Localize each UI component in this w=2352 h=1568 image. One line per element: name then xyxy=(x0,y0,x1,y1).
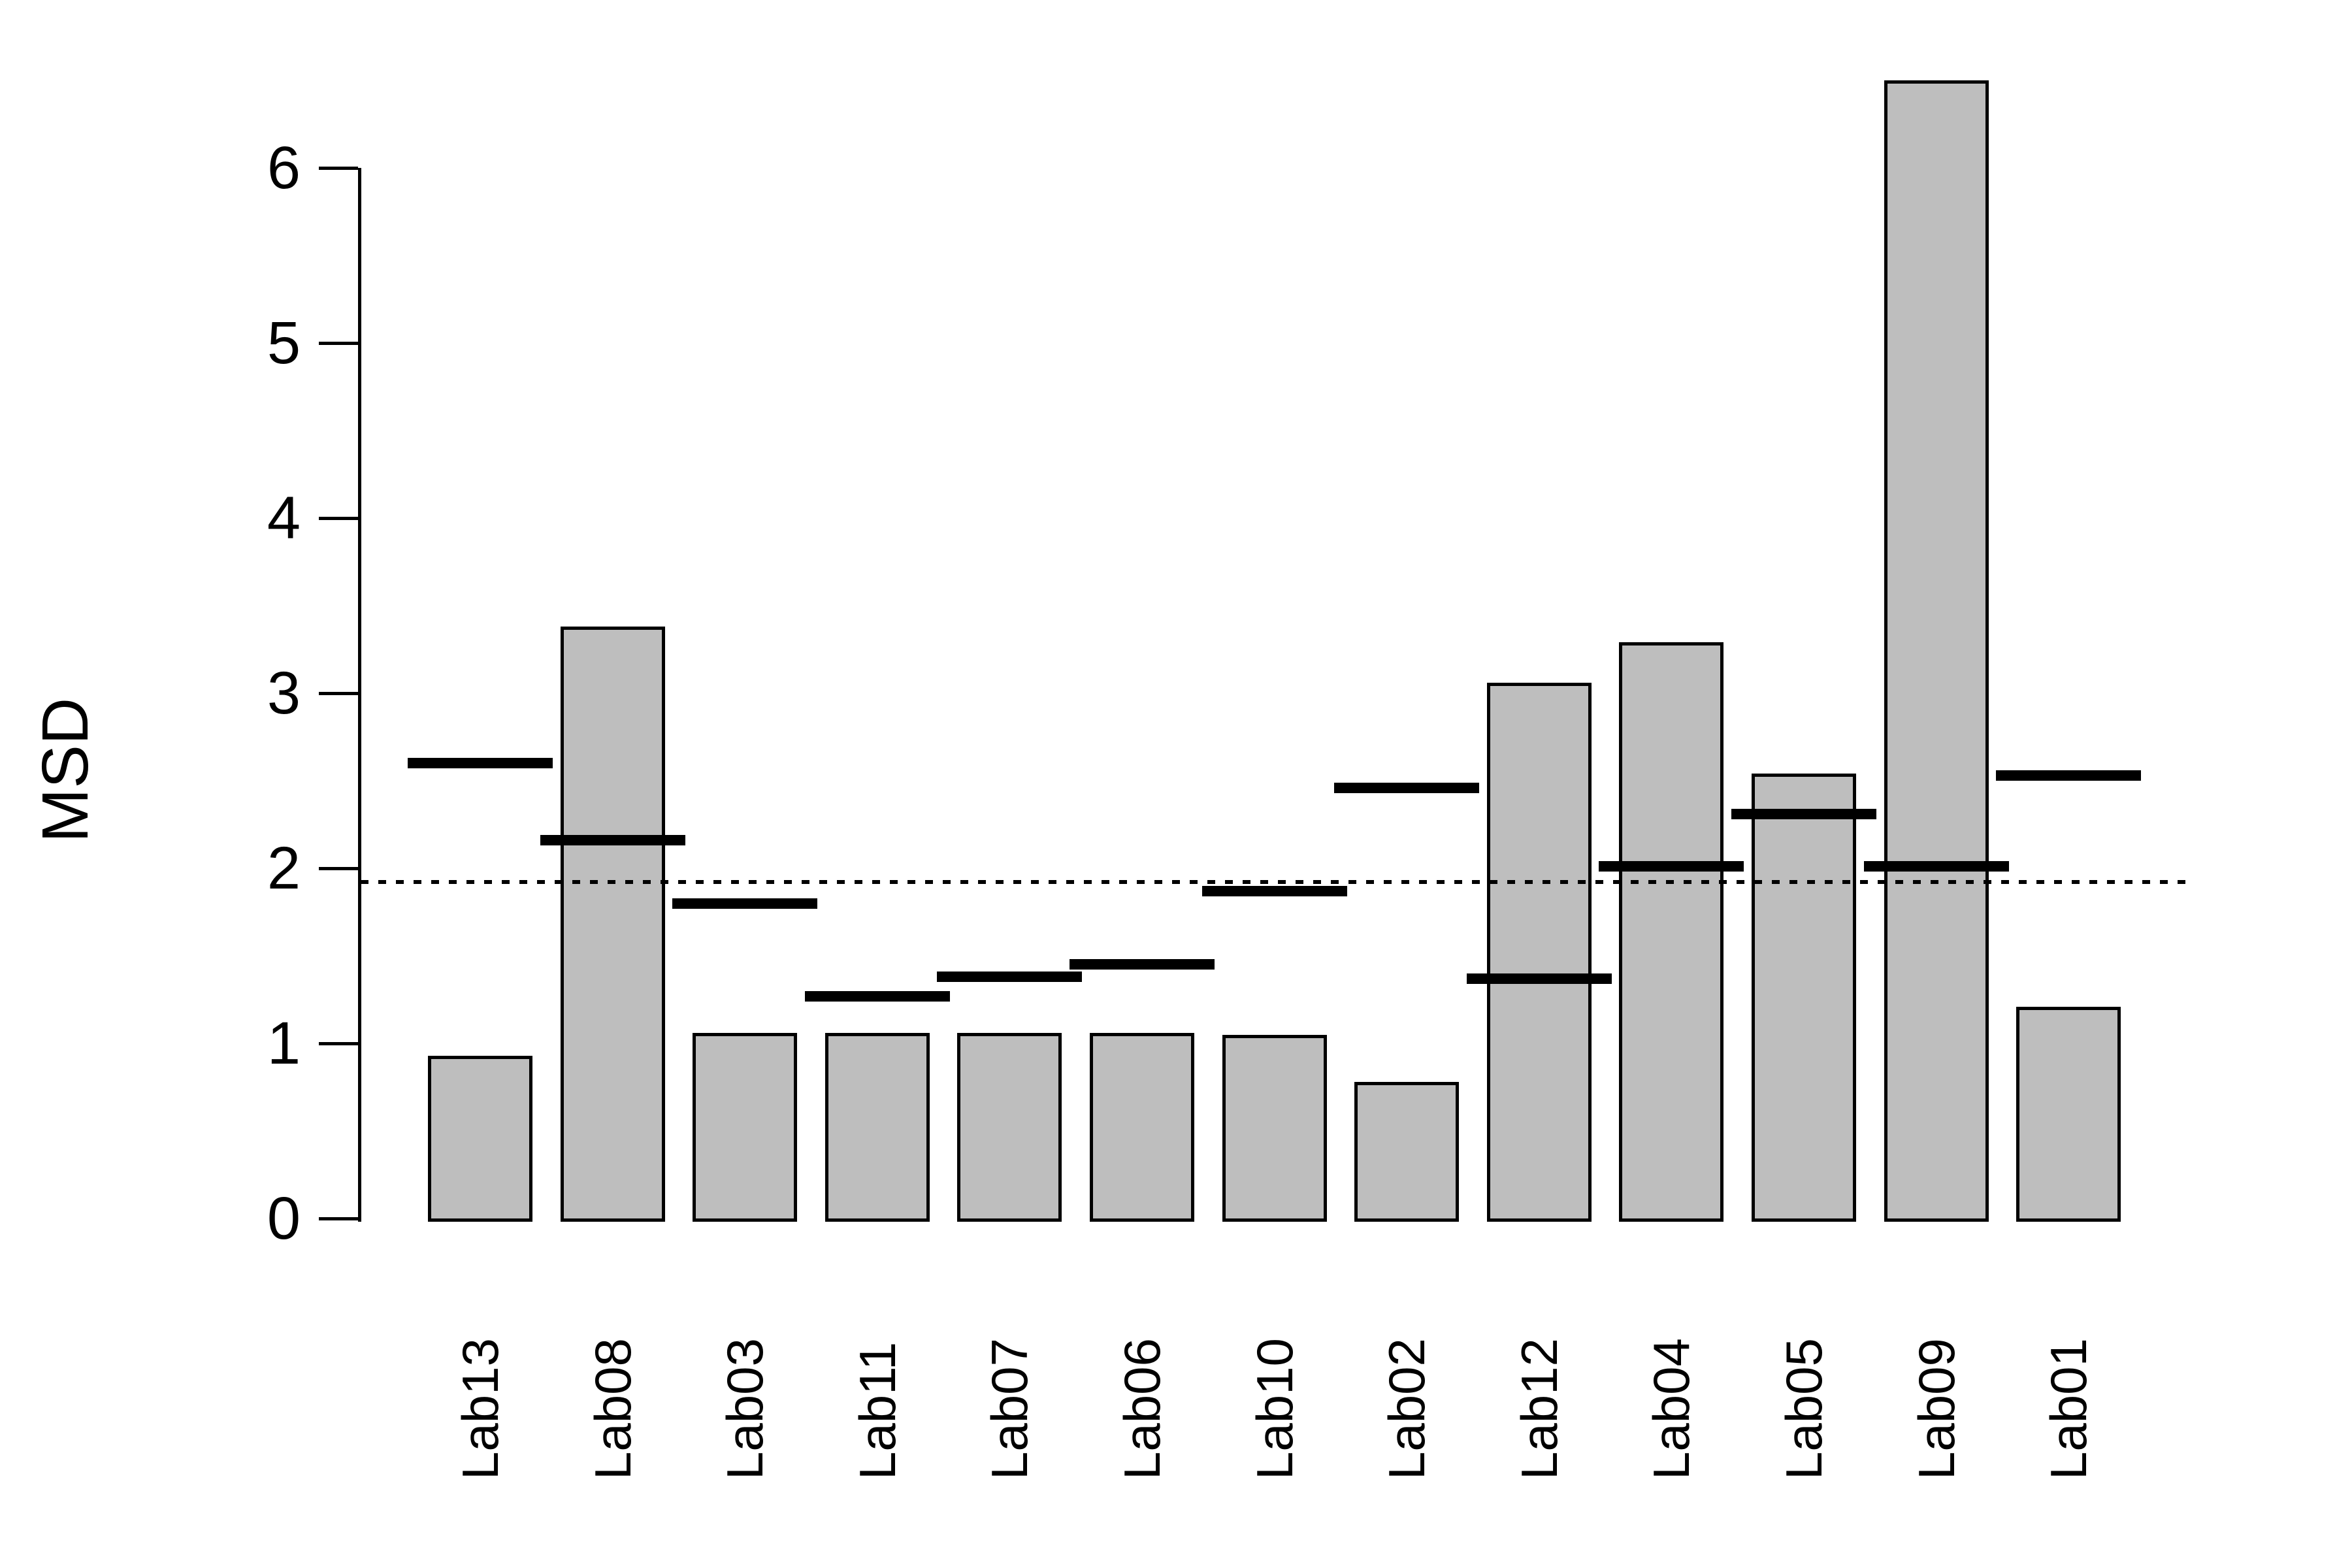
critical-segment-lab01 xyxy=(1996,770,2142,781)
critical-segment-lab09 xyxy=(1863,861,2009,872)
bar-lab05 xyxy=(1752,774,1856,1222)
x-tick-label-lab09: Lab09 xyxy=(1907,1338,1965,1480)
y-tick xyxy=(319,867,358,870)
y-tick-label: 1 xyxy=(267,1010,301,1077)
bar-lab09 xyxy=(1884,80,1989,1222)
bar-lab07 xyxy=(957,1032,1062,1222)
bar-lab06 xyxy=(1090,1032,1194,1222)
x-tick-label-lab02: Lab02 xyxy=(1378,1338,1436,1480)
x-tick-label-lab03: Lab03 xyxy=(716,1338,774,1480)
x-tick-label-lab06: Lab06 xyxy=(1113,1338,1171,1480)
bar-lab11 xyxy=(825,1032,930,1222)
y-tick-label: 6 xyxy=(267,135,301,201)
y-tick xyxy=(319,692,358,695)
bar-lab01 xyxy=(2016,1006,2121,1222)
x-tick-label-lab07: Lab07 xyxy=(981,1338,1039,1480)
y-tick xyxy=(319,1042,358,1045)
critical-segment-lab12 xyxy=(1466,973,1612,984)
y-axis-line xyxy=(358,168,361,1222)
critical-segment-lab06 xyxy=(1070,959,1215,970)
bar-lab03 xyxy=(693,1032,798,1222)
x-tick-label-lab10: Lab10 xyxy=(1245,1338,1303,1480)
y-tick xyxy=(319,1217,358,1220)
x-tick-label-lab04: Lab04 xyxy=(1642,1338,1701,1480)
y-tick-label: 0 xyxy=(267,1185,301,1252)
critical-segment-lab07 xyxy=(937,972,1083,983)
bar-lab04 xyxy=(1619,642,1724,1222)
critical-segment-lab13 xyxy=(408,758,553,769)
y-tick-label: 4 xyxy=(267,485,301,551)
y-tick xyxy=(319,517,358,520)
x-tick-label-lab08: Lab08 xyxy=(583,1338,642,1480)
critical-segment-lab03 xyxy=(672,898,818,909)
bar-lab02 xyxy=(1354,1081,1460,1222)
y-tick-label: 3 xyxy=(267,660,301,727)
critical-segment-lab08 xyxy=(540,835,685,846)
y-tick xyxy=(319,167,358,170)
y-tick xyxy=(319,342,358,345)
x-tick-label-lab11: Lab11 xyxy=(848,1341,906,1480)
x-tick-label-lab01: Lab01 xyxy=(2040,1338,2098,1480)
reference-dotted-line xyxy=(361,880,2185,885)
x-tick-label-lab13: Lab13 xyxy=(451,1338,509,1480)
critical-segment-lab05 xyxy=(1731,808,1876,819)
y-tick-label: 2 xyxy=(267,835,301,902)
x-tick-label-lab12: Lab12 xyxy=(1510,1338,1568,1480)
critical-segment-lab04 xyxy=(1599,861,1744,872)
bar-lab08 xyxy=(560,627,665,1222)
critical-segment-lab02 xyxy=(1334,782,1480,793)
critical-segment-lab10 xyxy=(1201,885,1347,896)
y-axis-title: MSD xyxy=(29,697,102,843)
bar-lab12 xyxy=(1486,682,1592,1222)
bar-lab10 xyxy=(1222,1034,1327,1222)
y-tick-label: 5 xyxy=(267,310,301,376)
x-tick-label-lab05: Lab05 xyxy=(1775,1338,1833,1480)
bar-lab13 xyxy=(428,1055,532,1222)
critical-segment-lab11 xyxy=(804,990,950,1002)
